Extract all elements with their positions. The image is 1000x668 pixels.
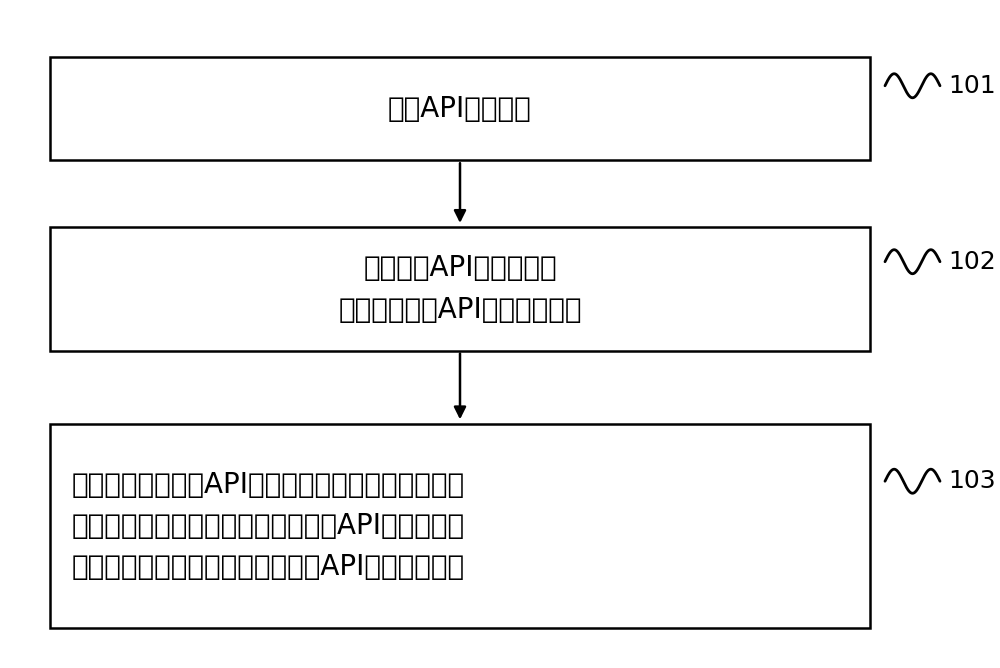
Bar [50, 57, 870, 160]
Bar [50, 424, 870, 628]
Text: 101: 101 [948, 73, 996, 98]
Bar [50, 227, 870, 351]
Text: 103: 103 [948, 469, 996, 493]
Text: 根据所述至少两个API调用顺序序列，利用项集的出
现次数和位置数据，对所述至少两个API调用顺序序
列进行频繁序列挖掘处理，以获得API调用频繁序列: 根据所述至少两个API调用顺序序列，利用项集的出 现次数和位置数据，对所述至少两… [72, 471, 465, 581]
Text: 根据所述API访问数据，
获取至少两个API调用顺序序列: 根据所述API访问数据， 获取至少两个API调用顺序序列 [338, 255, 582, 323]
Text: 获取API访问数据: 获取API访问数据 [388, 95, 532, 122]
Text: 102: 102 [948, 250, 996, 274]
